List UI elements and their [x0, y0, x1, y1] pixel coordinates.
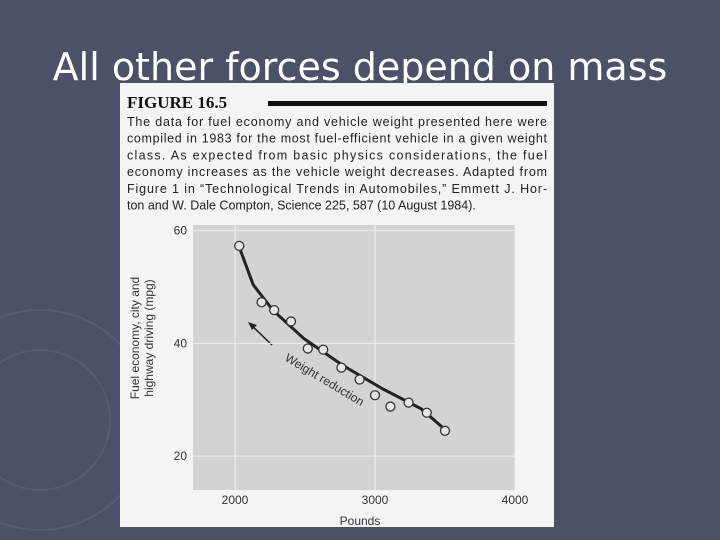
- x-tick-label: 2000: [222, 493, 249, 507]
- caption-line: ton and W. Dale Compton, Science 225, 58…: [127, 199, 476, 213]
- y-tick-label: 60: [174, 224, 188, 238]
- decor: [0, 349, 111, 491]
- data-point: [439, 425, 451, 436]
- arrow-head: [248, 322, 257, 330]
- caption-line: compiled in 1983 for the most fuel-effic…: [127, 132, 548, 146]
- y-axis-label: Fuel economy, city and: [128, 277, 142, 400]
- data-point: [285, 316, 297, 327]
- y-tick-label: 40: [174, 336, 188, 350]
- data-point: [354, 374, 365, 385]
- caption-line: class. As expected from basic physics co…: [127, 148, 547, 162]
- caption-line: The data for fuel economy and vehicle we…: [127, 115, 547, 129]
- y-axis-label: highway driving (mpg): [142, 279, 156, 396]
- caption-line: Figure 1 in “Technological Trends in Aut…: [127, 182, 547, 196]
- data-point: [336, 362, 347, 373]
- figure-rule: [268, 101, 547, 106]
- data-point: [318, 344, 329, 355]
- y-tick-label: 20: [174, 449, 188, 463]
- figure-label: FIGURE 16.5: [127, 93, 227, 112]
- data-point: [369, 390, 381, 401]
- caption-line: economy increases as the vehicle weight …: [127, 165, 547, 179]
- x-axis-label: Pounds: [340, 514, 381, 528]
- data-point: [234, 240, 245, 252]
- data-point: [269, 304, 280, 316]
- data-point: [385, 401, 396, 412]
- x-tick-label: 4000: [502, 493, 529, 507]
- data-point: [256, 297, 267, 308]
- x-tick-label: 3000: [362, 493, 389, 507]
- data-point: [403, 397, 414, 408]
- data-point: [421, 407, 432, 418]
- plot-area: [193, 225, 515, 490]
- slide-title: All other forces depend on mass: [53, 45, 668, 89]
- data-point: [302, 343, 313, 354]
